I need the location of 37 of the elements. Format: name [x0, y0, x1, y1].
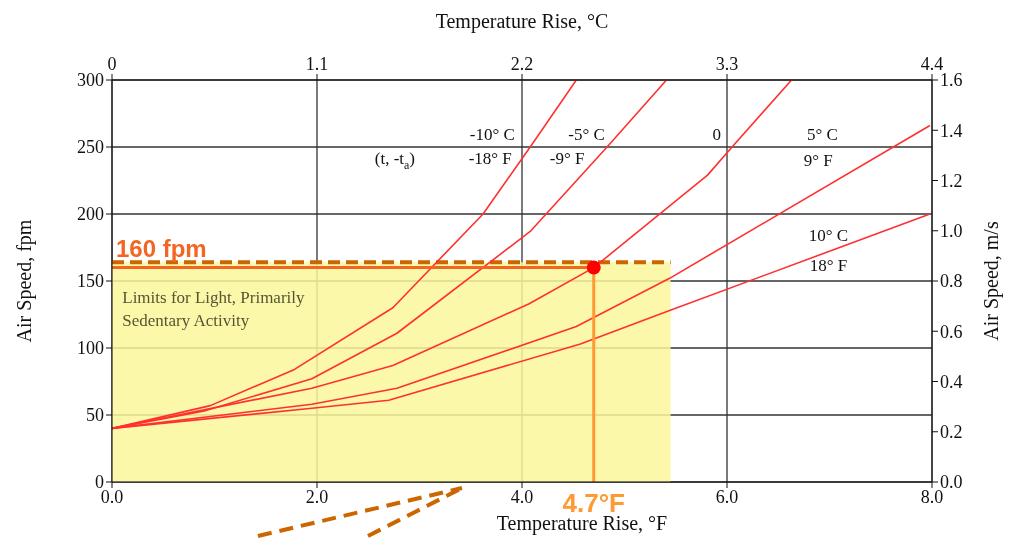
x2-tick-label: 3.3: [715, 54, 739, 74]
y2-tick-label: 0.4: [940, 371, 963, 392]
annotation: 5° C: [806, 124, 838, 144]
x2-tick-label: 1.1: [305, 54, 329, 74]
x-axis-title: Temperature Rise, °F: [496, 512, 668, 535]
x-tick-label: 4.0: [510, 486, 534, 507]
annotation: -9° F: [549, 148, 585, 168]
x2-axis-title: Temperature Rise, °C: [435, 10, 609, 33]
x2-tick-label: 2.2: [510, 54, 534, 74]
annotation: 0: [712, 124, 721, 144]
annotation: -18° F: [468, 148, 512, 168]
y2-tick-label: 1.2: [940, 170, 963, 191]
y-tick-label: 100: [77, 338, 104, 359]
y-tick-label: 150: [77, 271, 104, 292]
ref-line-label: 160 fpm: [116, 234, 207, 262]
y2-tick-label: 1.0: [940, 221, 963, 242]
y2-tick-label: 0.8: [940, 271, 963, 292]
y2-tick-label: 1.4: [940, 120, 963, 141]
y-tick-label: 250: [77, 137, 104, 158]
annotation: Limits for Light, Primarily: [122, 287, 306, 307]
x-tick-label: 2.0: [305, 486, 329, 507]
y2-tick-label: 0.6: [940, 321, 963, 342]
annotation: -5° C: [568, 124, 605, 144]
annotation: 18° F: [809, 255, 848, 275]
y-tick-label: 50: [86, 405, 104, 426]
annotation: Sedentary Activity: [122, 310, 250, 330]
y2-tick-label: 0.2: [940, 422, 963, 443]
annotation: -10° C: [469, 124, 515, 144]
y-tick-label: 200: [77, 204, 104, 225]
annotation: (t, -t$_{a}$): [374, 148, 416, 172]
y-tick-label: 300: [77, 70, 104, 91]
x2-tick-label: 0: [107, 54, 117, 74]
annotation: 9° F: [803, 150, 833, 170]
x-tick-label: 6.0: [715, 486, 739, 507]
y2-axis-title: Air Speed, m/s: [980, 221, 1003, 341]
y-axis-title: Air Speed, fpm: [13, 219, 37, 343]
annotation: 10° C: [808, 225, 849, 245]
